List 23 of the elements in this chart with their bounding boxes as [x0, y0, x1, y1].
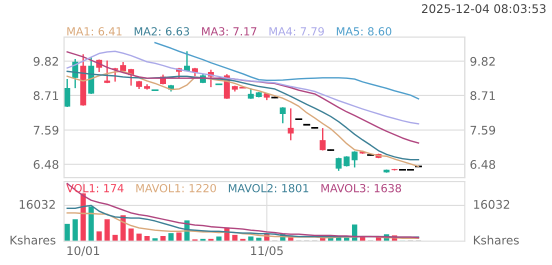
y2-tick-label: 9.82 [470, 56, 495, 66]
text: 2025-12-04 08:03:53 [422, 4, 546, 14]
y-tick-label: 7.59 [34, 126, 58, 135]
y-tick-label: 6.48 [34, 160, 58, 169]
y2-tick-label: 6.48 [470, 160, 496, 169]
text: MA5: 8.60 [336, 27, 392, 36]
text: Kshares [474, 235, 519, 245]
x-tick-label: 10/01 [67, 246, 100, 256]
y2-tick-label: 7.59 [470, 126, 496, 135]
text: MAVOL1: 1220 [136, 184, 216, 192]
text: 16032 [474, 200, 510, 209]
text: MA1: 6.41 [67, 27, 122, 36]
text: MAVOL2: 1801 [228, 184, 308, 192]
x-tick-label: 11/05 [251, 246, 283, 256]
text: MA2: 6.63 [134, 27, 190, 36]
y-axis-title: Kshares [10, 235, 56, 245]
y2-tick-label: 8.71 [470, 91, 495, 100]
text: 16032 [20, 200, 55, 209]
text: MA4: 7.79 [269, 27, 324, 36]
y-tick-label: 8.71 [34, 91, 58, 100]
text: MA3: 7.17 [202, 27, 256, 36]
y-tick-label: 9.82 [34, 56, 58, 66]
text: MAVOL3: 1638 [321, 184, 402, 192]
